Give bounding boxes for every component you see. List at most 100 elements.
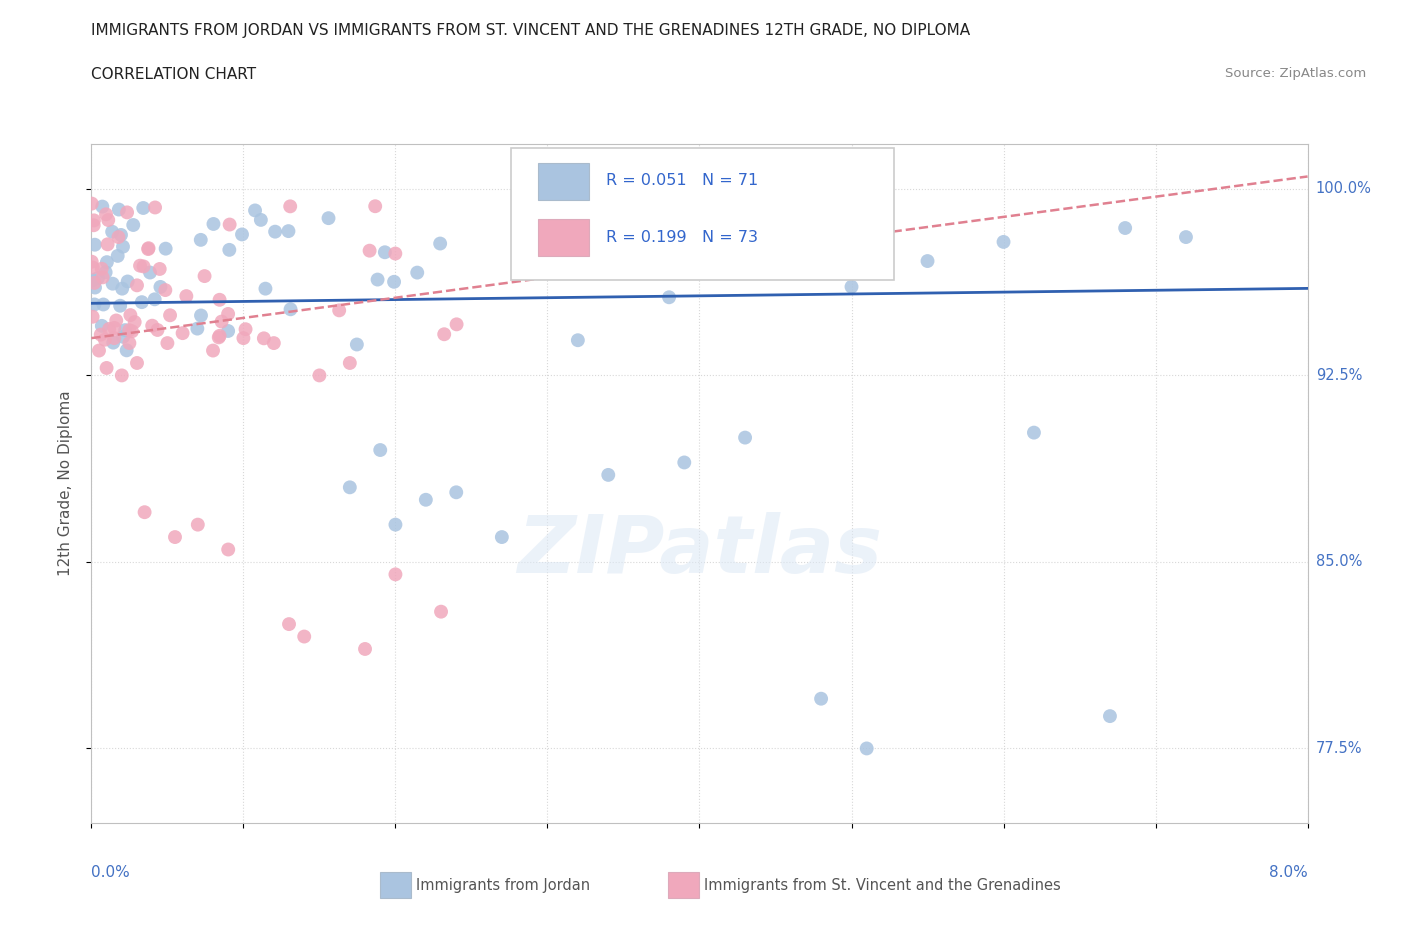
Point: [96, 255, 118, 270]
Point: [346, 337, 368, 352]
Point: [82, 272, 104, 287]
Text: 92.5%: 92.5%: [1316, 368, 1362, 383]
Point: [328, 303, 350, 318]
Point: [382, 274, 405, 289]
Point: [917, 254, 939, 269]
Point: [97, 237, 120, 252]
Point: [339, 355, 361, 370]
Point: [190, 232, 212, 247]
Point: [187, 517, 209, 532]
Point: [80, 254, 103, 269]
Point: [132, 259, 155, 273]
Point: [149, 280, 172, 295]
Point: [218, 243, 240, 258]
Point: [339, 480, 361, 495]
Point: [264, 224, 287, 239]
Point: [84, 280, 107, 295]
Point: [658, 290, 681, 305]
Point: [94, 265, 117, 280]
Point: [190, 308, 212, 323]
Point: [111, 281, 134, 296]
Point: [430, 604, 453, 619]
Point: [124, 314, 146, 329]
Point: [108, 299, 131, 313]
Text: R = 0.199   N = 73: R = 0.199 N = 73: [606, 230, 758, 245]
Point: [107, 248, 129, 263]
Point: [841, 279, 863, 294]
Point: [254, 281, 277, 296]
Point: [263, 336, 285, 351]
Point: [96, 361, 118, 376]
Point: [115, 343, 138, 358]
Point: [143, 292, 166, 307]
Point: [855, 741, 877, 756]
Point: [115, 205, 138, 219]
Point: [121, 324, 143, 339]
Point: [278, 199, 301, 214]
Point: [186, 321, 208, 336]
Text: IMMIGRANTS FROM JORDAN VS IMMIGRANTS FROM ST. VINCENT AND THE GRENADINES 12TH GR: IMMIGRANTS FROM JORDAN VS IMMIGRANTS FRO…: [91, 23, 970, 38]
Point: [83, 297, 105, 312]
Point: [384, 567, 406, 582]
Point: [433, 326, 456, 341]
Point: [374, 245, 396, 259]
Text: 8.0%: 8.0%: [1268, 865, 1308, 880]
Text: R = 0.051   N = 71: R = 0.051 N = 71: [606, 173, 758, 188]
Point: [91, 199, 114, 214]
Point: [208, 330, 231, 345]
Point: [250, 212, 273, 227]
Point: [217, 542, 239, 557]
Point: [415, 492, 437, 507]
Point: [111, 368, 134, 383]
Point: [125, 355, 148, 370]
Point: [132, 201, 155, 216]
Point: [98, 322, 121, 337]
Point: [231, 227, 253, 242]
Point: [136, 242, 159, 257]
Point: [90, 327, 112, 342]
Text: Immigrants from St. Vincent and the Grenadines: Immigrants from St. Vincent and the Gren…: [704, 878, 1062, 893]
Text: 100.0%: 100.0%: [1316, 181, 1372, 196]
Point: [202, 217, 225, 232]
Point: [491, 529, 513, 544]
Point: [122, 218, 145, 232]
Point: [146, 323, 169, 338]
Text: 0.0%: 0.0%: [91, 865, 131, 880]
Point: [308, 368, 330, 383]
Point: [90, 318, 112, 333]
Point: [384, 517, 406, 532]
Point: [91, 270, 114, 285]
Point: [359, 244, 381, 259]
Point: [243, 203, 266, 218]
Point: [103, 321, 125, 336]
Point: [83, 275, 105, 290]
Point: [208, 292, 231, 307]
Point: [208, 328, 231, 343]
Point: [280, 302, 302, 317]
Point: [292, 629, 315, 644]
Point: [125, 278, 148, 293]
Point: [217, 307, 239, 322]
Point: [278, 617, 301, 631]
Point: [354, 642, 377, 657]
Point: [112, 329, 135, 344]
FancyBboxPatch shape: [537, 219, 589, 256]
Point: [1022, 425, 1045, 440]
Point: [734, 431, 756, 445]
Point: [87, 271, 110, 286]
Point: [138, 241, 160, 256]
FancyBboxPatch shape: [537, 163, 589, 201]
Point: [107, 230, 129, 245]
Point: [277, 224, 299, 239]
Point: [82, 310, 104, 325]
Point: [156, 336, 179, 351]
Point: [810, 691, 832, 706]
Point: [101, 224, 124, 239]
Point: [176, 288, 198, 303]
Point: [1098, 709, 1121, 724]
Point: [155, 241, 177, 256]
Point: [364, 199, 387, 214]
Point: [429, 236, 451, 251]
Text: 85.0%: 85.0%: [1316, 554, 1362, 569]
Point: [87, 343, 110, 358]
